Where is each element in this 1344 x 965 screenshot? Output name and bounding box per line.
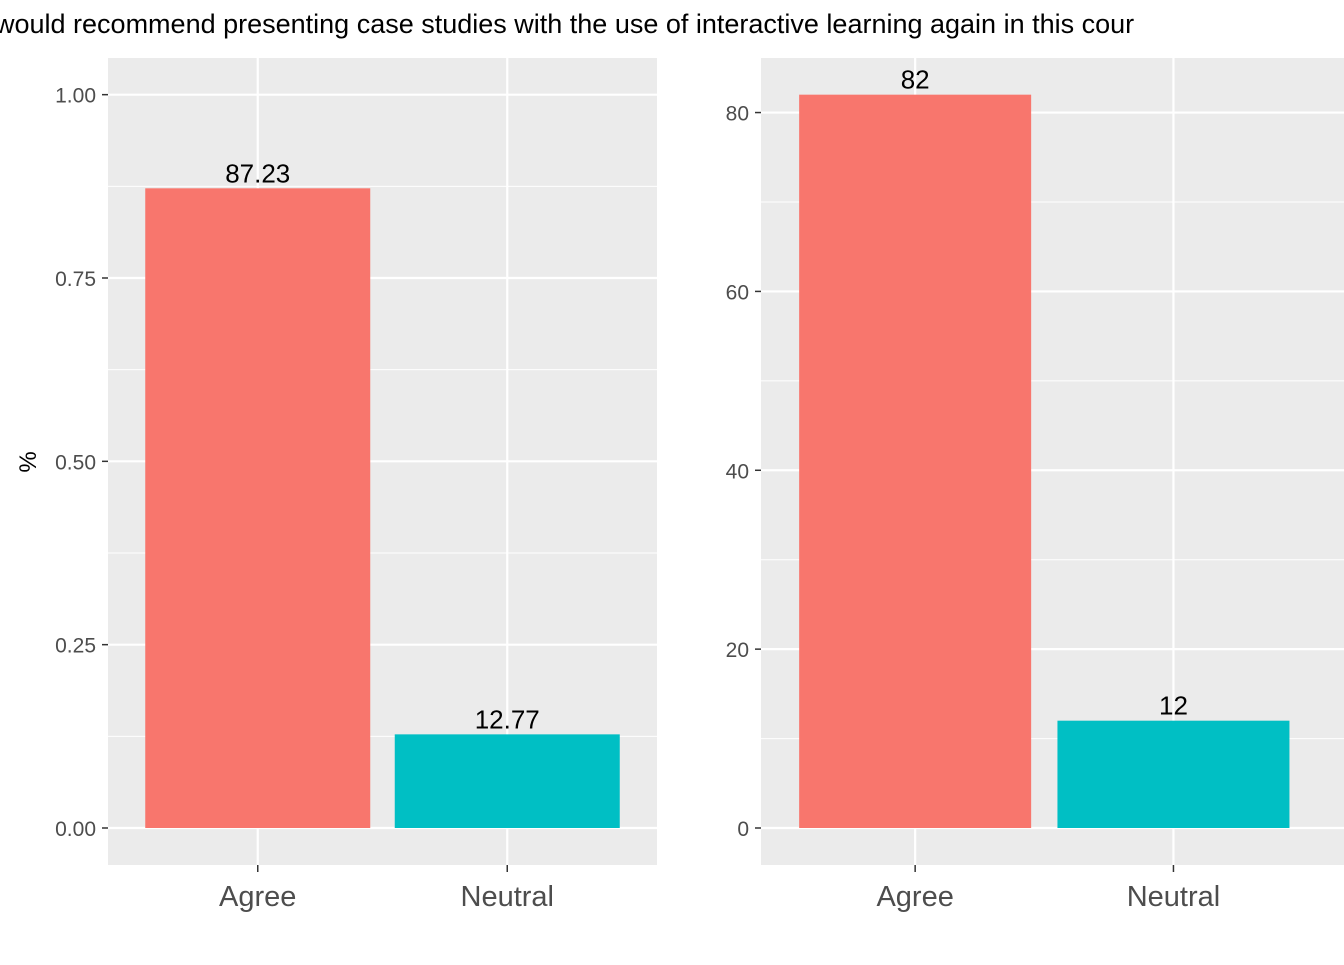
y-tick-label: 80 [726,103,749,126]
chart-title: would recommend presenting case studies … [0,9,1134,39]
y-tick-label: 20 [726,639,749,662]
bar-agree [145,188,371,828]
bar-neutral [394,734,620,828]
y-tick-label: 0 [737,818,749,841]
x-tick-label: Neutral [1127,881,1221,913]
y-tick-label: 1.00 [55,85,96,108]
chart-panel-1: 0.00 0.25 0.50 0.75 1.00 87.23 Agree 12.77 Neutr… [55,58,657,913]
data-label-neutral: 12 [1159,691,1188,721]
y-tick-label: 0.50 [55,451,96,474]
y-tick-label: 0.00 [55,818,96,841]
x-tick-label: Agree [219,881,296,913]
x-tick-label: Agree [876,881,953,913]
bar-neutral [1057,720,1290,828]
y-tick-label: 0.75 [55,268,96,291]
chart-panel-2: 0 20 40 60 80 82 Agree 12 Neutral [726,58,1344,913]
y-tick-label: 60 [726,281,749,304]
data-label-agree: 82 [901,65,930,95]
y-tick-label: 40 [726,460,749,483]
bar-agree [799,94,1032,828]
data-label-agree: 87.23 [225,158,290,188]
x-tick-label: Neutral [461,881,555,913]
data-label-neutral: 12.77 [475,704,540,734]
y-tick-label: 0.25 [55,635,96,658]
y-axis-label: % [15,451,42,472]
